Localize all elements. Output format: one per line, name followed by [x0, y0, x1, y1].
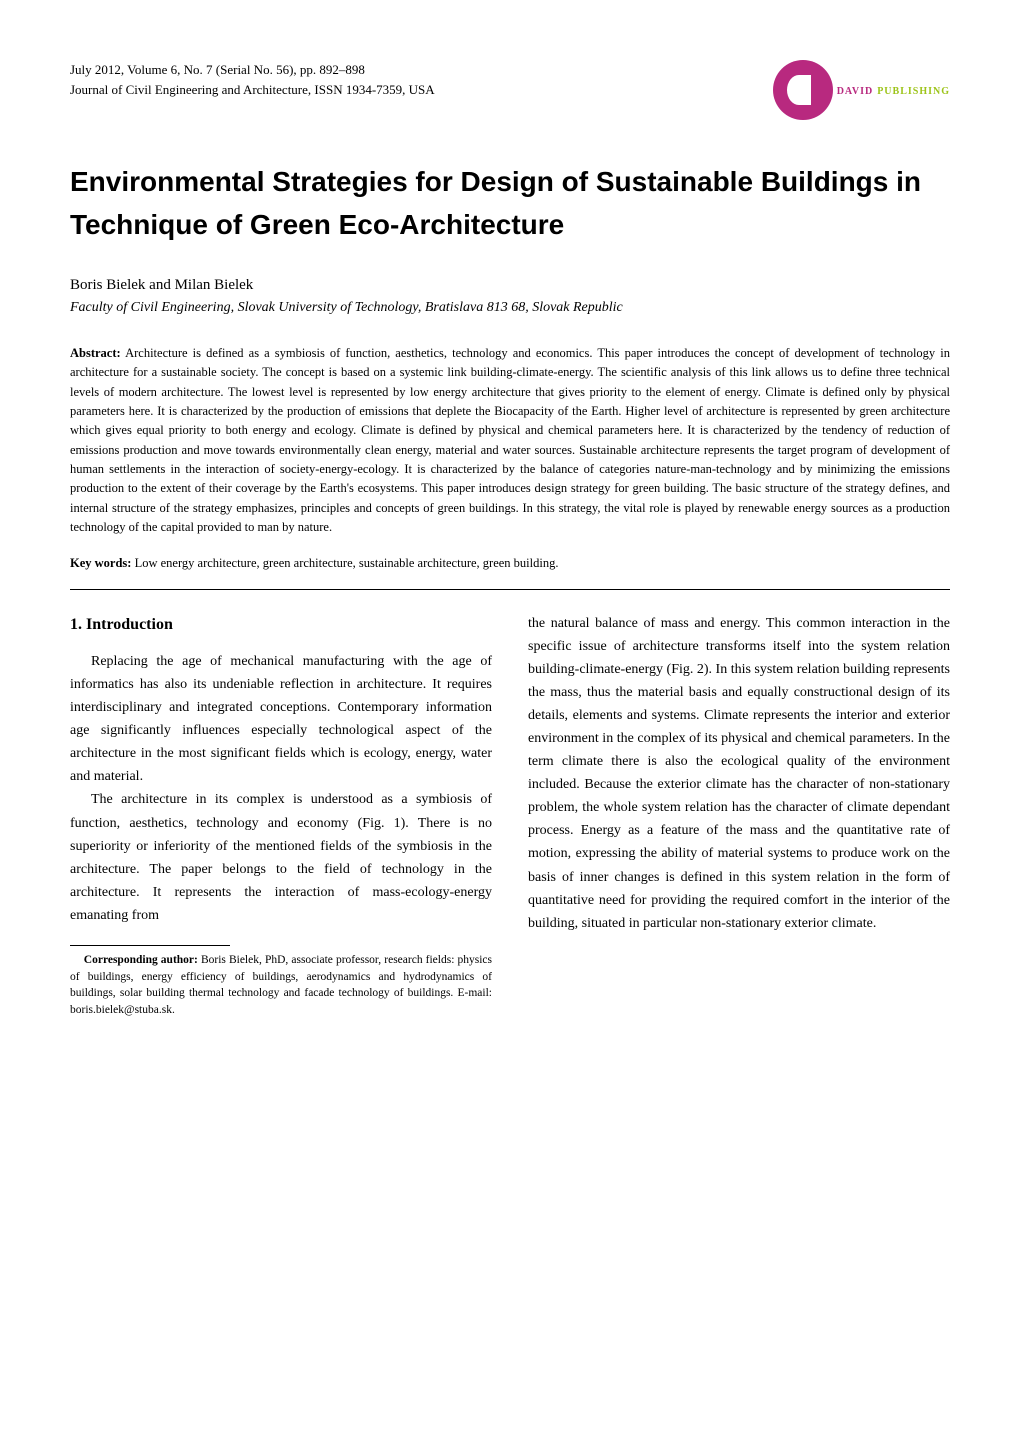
intro-paragraph-3: the natural balance of mass and energy. … [528, 612, 950, 935]
intro-paragraph-1: Replacing the age of mechanical manufact… [70, 650, 492, 789]
abstract-text: Architecture is defined as a symbiosis o… [70, 346, 950, 534]
section-heading-introduction: 1. Introduction [70, 612, 492, 638]
left-column: 1. Introduction Replacing the age of mec… [70, 612, 492, 1019]
two-column-body: 1. Introduction Replacing the age of mec… [70, 612, 950, 1019]
publisher-text: DAVID PUBLISHING [837, 81, 950, 99]
keywords-text: Low energy architecture, green architect… [131, 556, 558, 570]
journal-meta: July 2012, Volume 6, No. 7 (Serial No. 5… [70, 60, 435, 99]
keywords-label: Key words: [70, 556, 131, 570]
header-row: July 2012, Volume 6, No. 7 (Serial No. 5… [70, 60, 950, 120]
right-column: the natural balance of mass and energy. … [528, 612, 950, 1019]
affiliation: Faculty of Civil Engineering, Slovak Uni… [70, 300, 950, 316]
keywords-block: Key words: Low energy architecture, gree… [70, 556, 950, 571]
publisher-publishing: PUBLISHING [877, 86, 950, 97]
journal-meta-line1: July 2012, Volume 6, No. 7 (Serial No. 5… [70, 60, 435, 80]
abstract-label: Abstract: [70, 346, 121, 360]
intro-paragraph-2: The architecture in its complex is under… [70, 788, 492, 927]
publisher-david: DAVID [837, 86, 874, 97]
abstract-block: Abstract: Architecture is defined as a s… [70, 344, 950, 538]
footnote-rule [70, 945, 230, 946]
corresponding-author-footnote: Corresponding author: Boris Bielek, PhD,… [70, 952, 492, 1019]
paper-title: Environmental Strategies for Design of S… [70, 160, 950, 247]
journal-meta-line2: Journal of Civil Engineering and Archite… [70, 80, 435, 100]
horizontal-rule [70, 589, 950, 590]
publisher-d-icon [773, 60, 833, 120]
footnote-label: Corresponding author: [84, 954, 198, 966]
authors: Boris Bielek and Milan Bielek [70, 277, 950, 294]
publisher-logo: DAVID PUBLISHING [773, 60, 950, 120]
